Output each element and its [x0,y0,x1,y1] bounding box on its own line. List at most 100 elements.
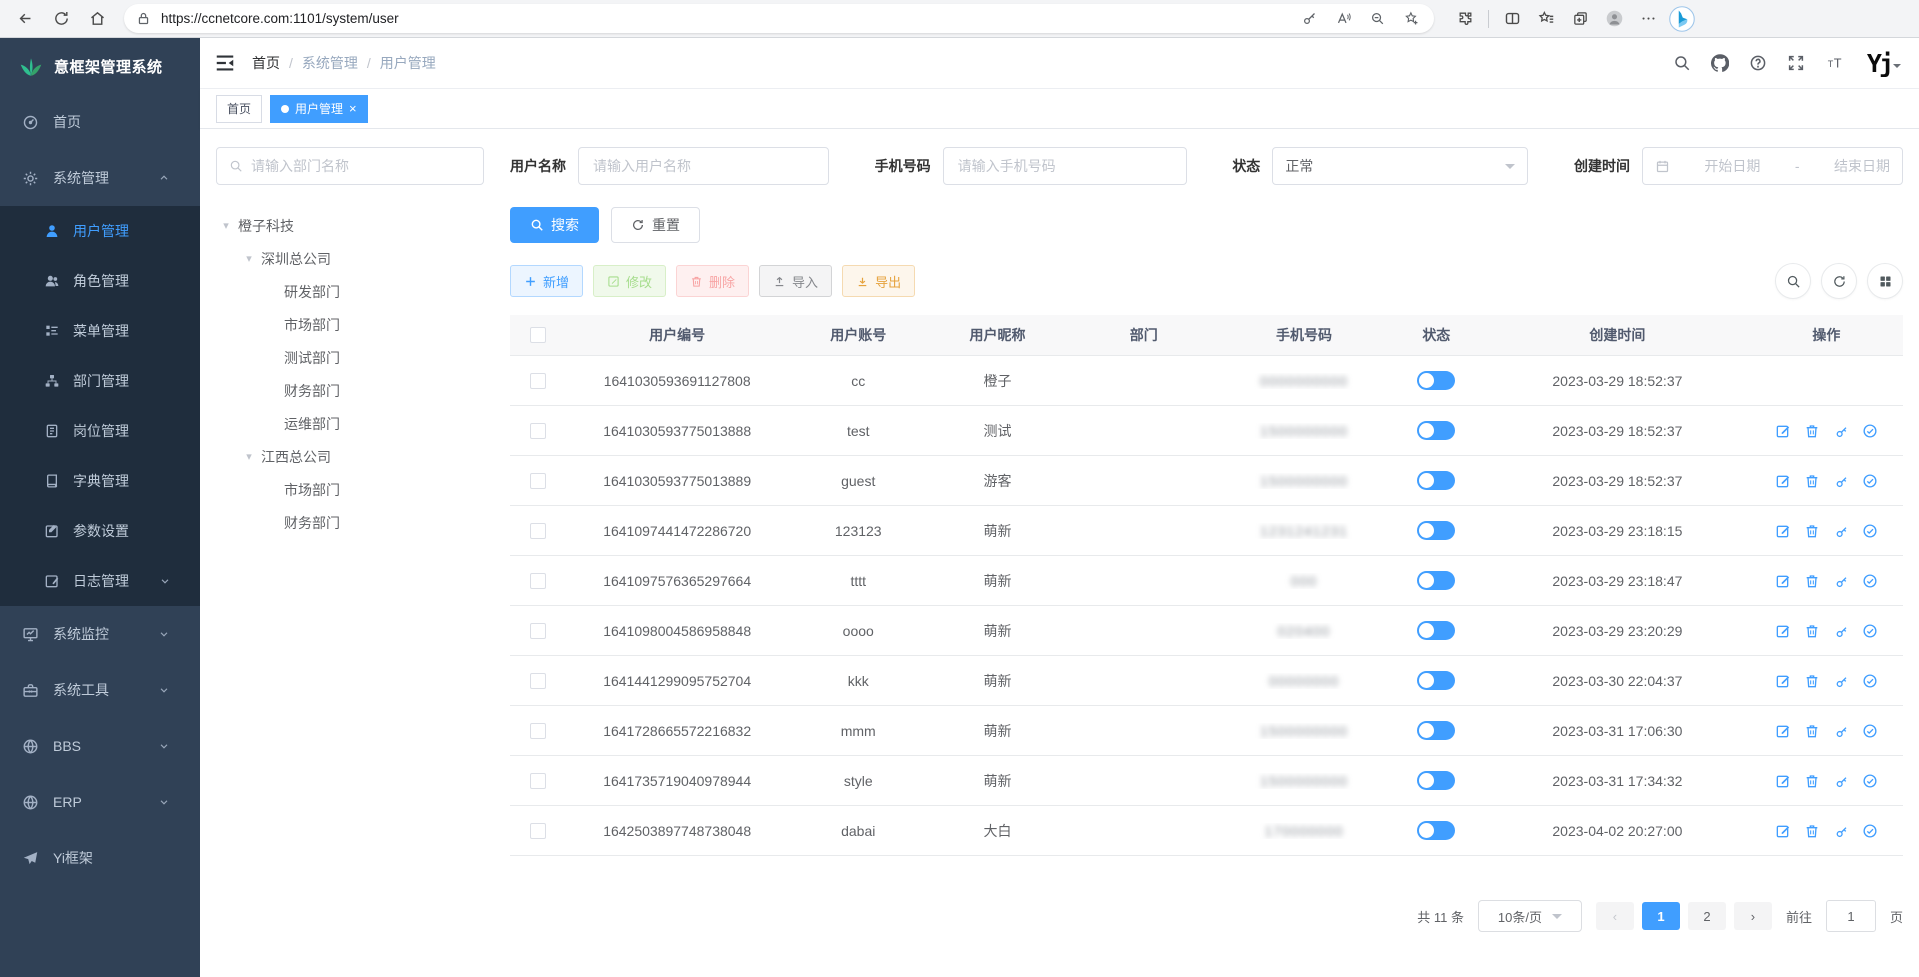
sidebar-item-系统工具[interactable]: 系统工具 [0,662,200,718]
browser-home-button[interactable] [82,4,112,34]
password-key-button[interactable] [1294,4,1324,34]
sidebar-item-ERP[interactable]: ERP [0,774,200,830]
status-toggle[interactable] [1417,521,1456,540]
sidebar-item-系统监控[interactable]: 系统监控 [0,606,200,662]
row-edit-icon[interactable] [1775,723,1791,739]
tree-node-橙子科技[interactable]: ▾ 橙子科技 [216,209,484,242]
row-assign-role-icon[interactable] [1862,723,1878,739]
status-toggle[interactable] [1417,771,1456,790]
row-delete-icon[interactable] [1804,473,1820,489]
tree-expand-icon[interactable]: ▾ [246,451,252,463]
username-input[interactable] [578,147,829,185]
status-toggle[interactable] [1417,821,1456,840]
row-reset-password-icon[interactable] [1833,623,1849,639]
sidebar-item-部门管理[interactable]: 部门管理 [0,356,200,406]
row-delete-icon[interactable] [1804,423,1820,439]
row-edit-icon[interactable] [1775,623,1791,639]
row-assign-role-icon[interactable] [1862,523,1878,539]
import-button[interactable]: 导入 [759,265,833,297]
sidebar-item-参数设置[interactable]: 参数设置 [0,506,200,556]
sidebar-item-Yi框架[interactable]: Yi框架 [0,830,200,886]
row-reset-password-icon[interactable] [1833,573,1849,589]
read-aloud-button[interactable] [1328,4,1358,34]
github-icon[interactable] [1710,54,1729,72]
page-button-1[interactable]: 1 [1641,902,1680,930]
profile-avatar[interactable] [1599,4,1629,34]
phone-input[interactable] [942,147,1187,185]
tree-node-测试部门[interactable]: 测试部门 [284,349,340,366]
status-toggle[interactable] [1417,721,1456,740]
status-toggle[interactable] [1417,621,1456,640]
search-button[interactable]: 搜索 [510,207,599,243]
sidebar-item-首页[interactable]: 首页 [0,94,200,150]
sidebar-item-菜单管理[interactable]: 菜单管理 [0,306,200,356]
sidebar-item-角色管理[interactable]: 角色管理 [0,256,200,306]
username-input-field[interactable] [591,157,816,175]
table-columns-button[interactable] [1867,263,1903,299]
breadcrumb-system[interactable]: 系统管理 [301,55,358,71]
status-toggle[interactable] [1417,571,1456,590]
tree-node-深圳总公司[interactable]: ▾ 深圳总公司 [216,242,484,275]
row-assign-role-icon[interactable] [1862,623,1878,639]
row-edit-icon[interactable] [1775,473,1791,489]
delete-button[interactable]: 删除 [676,265,750,297]
row-checkbox[interactable] [529,472,546,489]
fullscreen-icon[interactable] [1787,54,1805,72]
status-toggle[interactable] [1417,471,1456,490]
sidebar-item-系统管理[interactable]: 系统管理 [0,150,200,206]
select-all-checkbox[interactable] [529,327,546,343]
row-delete-icon[interactable] [1804,623,1820,639]
row-checkbox[interactable] [529,622,546,639]
row-delete-icon[interactable] [1804,523,1820,539]
favorite-add-button[interactable] [1396,4,1426,34]
sidebar-item-用户管理[interactable]: 用户管理 [0,206,200,256]
tree-node-研发部门[interactable]: 研发部门 [284,283,340,300]
sidebar-item-岗位管理[interactable]: 岗位管理 [0,406,200,456]
row-checkbox[interactable] [529,722,546,739]
row-assign-role-icon[interactable] [1862,423,1878,439]
goto-page-input[interactable] [1825,900,1876,932]
status-toggle[interactable] [1417,421,1456,440]
bing-chat-button[interactable] [1667,4,1697,34]
row-reset-password-icon[interactable] [1833,423,1849,439]
row-edit-icon[interactable] [1775,523,1791,539]
row-assign-role-icon[interactable] [1862,473,1878,489]
row-checkbox[interactable] [529,372,546,389]
sidebar-item-BBS[interactable]: BBS [0,718,200,774]
row-checkbox[interactable] [529,672,546,689]
reset-button[interactable]: 重置 [611,207,700,243]
browser-refresh-button[interactable] [46,4,76,34]
row-assign-role-icon[interactable] [1862,773,1878,789]
row-delete-icon[interactable] [1804,673,1820,689]
status-toggle[interactable] [1417,371,1456,390]
add-button[interactable]: 新增 [510,265,584,297]
close-icon[interactable]: × [349,101,357,116]
tree-expand-icon[interactable]: ▾ [246,253,252,265]
table-search-toggle-button[interactable] [1775,263,1811,299]
row-delete-icon[interactable] [1804,773,1820,789]
edit-button[interactable]: 修改 [593,265,667,297]
status-select[interactable]: 正常 [1272,147,1529,185]
prev-page-button[interactable]: ‹ [1595,902,1634,930]
row-reset-password-icon[interactable] [1833,473,1849,489]
browser-back-button[interactable] [10,4,40,34]
row-assign-role-icon[interactable] [1862,573,1878,589]
row-delete-icon[interactable] [1804,723,1820,739]
collections-button[interactable] [1565,4,1595,34]
status-toggle[interactable] [1417,671,1456,690]
extensions-button[interactable] [1450,4,1480,34]
row-reset-password-icon[interactable] [1833,723,1849,739]
tab-用户管理[interactable]: 用户管理 × [270,94,368,123]
row-checkbox[interactable] [529,772,546,789]
row-edit-icon[interactable] [1775,673,1791,689]
zoom-out-button[interactable] [1362,4,1392,34]
tab-首页[interactable]: 首页 [216,94,263,123]
sidebar-item-日志管理[interactable]: 日志管理 [0,556,200,606]
sidebar-item-字典管理[interactable]: 字典管理 [0,456,200,506]
row-delete-icon[interactable] [1804,573,1820,589]
row-checkbox[interactable] [529,522,546,539]
page-button-2[interactable]: 2 [1687,902,1726,930]
row-delete-icon[interactable] [1804,823,1820,839]
split-screen-button[interactable] [1497,4,1527,34]
